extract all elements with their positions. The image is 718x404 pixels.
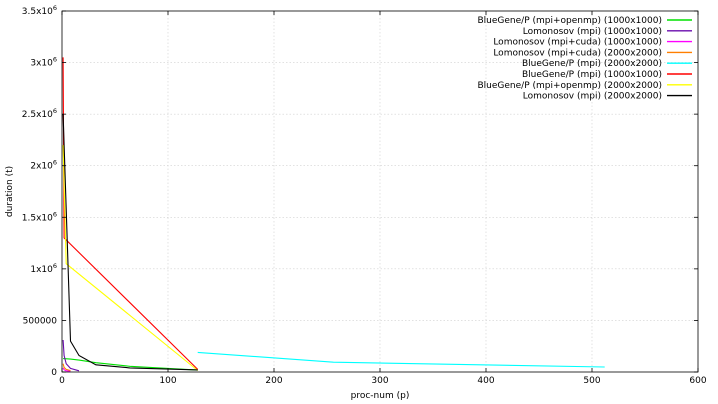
series-line-4 [62,363,71,372]
grid [62,11,698,372]
legend-entry-label: BlueGene/P (mpi) (2000x2000) [522,59,662,69]
legend-entry-label: BlueGene/P (mpi+openmp) (1000x1000) [478,16,663,26]
x-tick-label: 600 [689,376,706,386]
x-tick-label: 500 [583,376,600,386]
y-tick-label: 3x106 [30,56,57,69]
axis-ticks: 0 100 200 300 400 500 600 0 500000 1x106 1.5x106 2x… [22,4,707,386]
legend-entry-label: BlueGene/P (mpi+openmp) (2000x2000) [478,81,663,91]
y-tick-label: 1x106 [30,262,57,275]
y-tick-label: 3.5x106 [22,4,57,17]
series-line-3 [62,367,71,372]
series-line-5 [197,351,605,368]
legend-entry-label: Lomonosov (mpi+cuda) (1000x1000) [493,38,662,48]
series-line-8 [62,114,198,371]
y-tick-label: 0 [51,368,57,378]
x-axis-label: proc-num (p) [351,391,410,401]
y-tick-label: 1.5x106 [22,210,57,223]
legend-entry-label: Lomonosov (mpi) (1000x1000) [523,27,662,37]
plot-series [62,57,605,372]
legend-entry-label: Lomonosov (mpi+cuda) (2000x2000) [493,48,662,58]
legend-entry-label: Lomonosov (mpi) (2000x2000) [523,92,662,102]
series-line-1 [63,358,198,371]
x-tick-label: 100 [159,376,176,386]
x-tick-label: 200 [265,376,282,386]
y-tick-label: 2x106 [30,159,57,172]
x-tick-label: 0 [59,376,65,386]
series-line-6 [62,57,199,370]
series-line-7 [62,145,199,371]
series-line-2 [62,339,80,372]
x-tick-label: 400 [477,376,494,386]
legend-entry-label: BlueGene/P (mpi) (1000x1000) [522,70,662,80]
legend: BlueGene/P (mpi+openmp) (1000x1000)Lomon… [478,16,692,102]
y-axis-label: duration (t) [5,166,15,217]
y-tick-label: 500000 [23,316,58,326]
y-tick-label: 2.5x106 [22,107,57,120]
x-tick-label: 300 [371,376,388,386]
